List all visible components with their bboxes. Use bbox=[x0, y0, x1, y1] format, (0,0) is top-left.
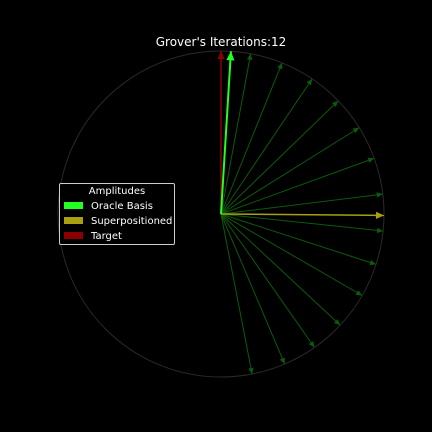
legend-item-superpositioned: Superpositioned bbox=[64, 216, 172, 228]
legend-label-oracle-basis: Oracle Basis bbox=[91, 201, 153, 212]
legend-label-superpositioned: Superpositioned bbox=[91, 216, 173, 227]
oracle-history-vector-9-shaft bbox=[220, 213, 363, 296]
superpositioned-vector bbox=[220, 211, 385, 219]
oracle-history-vector-5-shaft bbox=[220, 157, 375, 215]
oracle-history-vector-1 bbox=[220, 62, 283, 215]
oracle-history-vector-11-head bbox=[308, 341, 315, 348]
target-vector-head bbox=[217, 51, 225, 59]
target-vector bbox=[217, 51, 225, 214]
oracle-history-vector-2 bbox=[220, 78, 313, 215]
oracle-history-vector-0-shaft bbox=[220, 53, 252, 215]
oracle-history-vector-13-shaft bbox=[220, 213, 253, 375]
oracle-history-vector-8-shaft bbox=[220, 213, 377, 265]
oracle-history-vector-0 bbox=[220, 53, 253, 215]
legend-item-oracle-basis: Oracle Basis bbox=[64, 201, 153, 213]
oracle-history-vector-2-head bbox=[306, 78, 313, 86]
oracle-history-vector-3-head bbox=[332, 100, 339, 107]
oracle-history-vector-5 bbox=[220, 157, 375, 215]
legend-swatch-superpositioned bbox=[64, 216, 83, 224]
oracle-history-vector-0-head bbox=[246, 53, 253, 61]
main-vector-layer bbox=[217, 51, 385, 219]
oracle-history-vector-4-head bbox=[352, 127, 360, 134]
oracle-basis-vector-shaft bbox=[220, 51, 232, 215]
oracle-history-vector-3 bbox=[220, 100, 339, 215]
oracle-basis-vector bbox=[220, 51, 235, 215]
legend-swatch-target bbox=[64, 231, 83, 239]
oracle-history-vector-10 bbox=[220, 213, 341, 326]
oracle-history-layer bbox=[220, 53, 384, 375]
oracle-history-vector-7 bbox=[220, 213, 384, 234]
legend-item-target: Target bbox=[64, 231, 122, 243]
superpositioned-vector-head bbox=[375, 211, 384, 219]
oracle-history-vector-8-head bbox=[369, 259, 377, 266]
oracle-history-vector-6-head bbox=[376, 192, 383, 198]
legend: Amplitudes Oracle Basis Superpositioned … bbox=[59, 183, 175, 245]
oracle-history-vector-13-head bbox=[248, 367, 254, 375]
oracle-history-vector-1-shaft bbox=[220, 62, 283, 215]
legend-title: Amplitudes bbox=[88, 186, 146, 197]
legend-swatch-oracle-basis bbox=[64, 201, 83, 209]
oracle-history-vector-7-head bbox=[376, 227, 384, 234]
oracle-history-vector-11-shaft bbox=[220, 213, 315, 348]
oracle-history-vector-9 bbox=[220, 213, 363, 296]
legend-label-target: Target bbox=[91, 231, 122, 242]
chart-title: Grover's Iterations:12 bbox=[156, 35, 287, 49]
oracle-history-vector-13 bbox=[220, 213, 254, 375]
oracle-history-vector-4-shaft bbox=[220, 127, 360, 215]
oracle-history-vector-3-shaft bbox=[220, 100, 339, 215]
oracle-history-vector-8 bbox=[220, 213, 377, 266]
superpositioned-vector-shaft bbox=[220, 213, 385, 217]
oracle-history-vector-11 bbox=[220, 213, 315, 348]
oracle-history-vector-5-head bbox=[367, 157, 375, 163]
oracle-history-vector-6 bbox=[220, 192, 383, 215]
oracle-history-vector-12-head bbox=[279, 357, 285, 365]
oracle-history-vector-12 bbox=[220, 213, 286, 365]
oracle-history-vector-6-shaft bbox=[220, 193, 383, 215]
oracle-history-vector-4 bbox=[220, 127, 360, 215]
oracle-basis-vector-head bbox=[226, 51, 235, 61]
oracle-history-vector-1-head bbox=[277, 62, 283, 70]
oracle-history-vector-10-head bbox=[333, 319, 341, 326]
oracle-history-vector-9-head bbox=[355, 290, 363, 296]
oracle-history-vector-7-shaft bbox=[220, 213, 384, 232]
oracle-history-vector-12-shaft bbox=[220, 213, 286, 365]
oracle-history-vector-10-shaft bbox=[220, 213, 341, 326]
oracle-history-vector-2-shaft bbox=[220, 78, 313, 215]
